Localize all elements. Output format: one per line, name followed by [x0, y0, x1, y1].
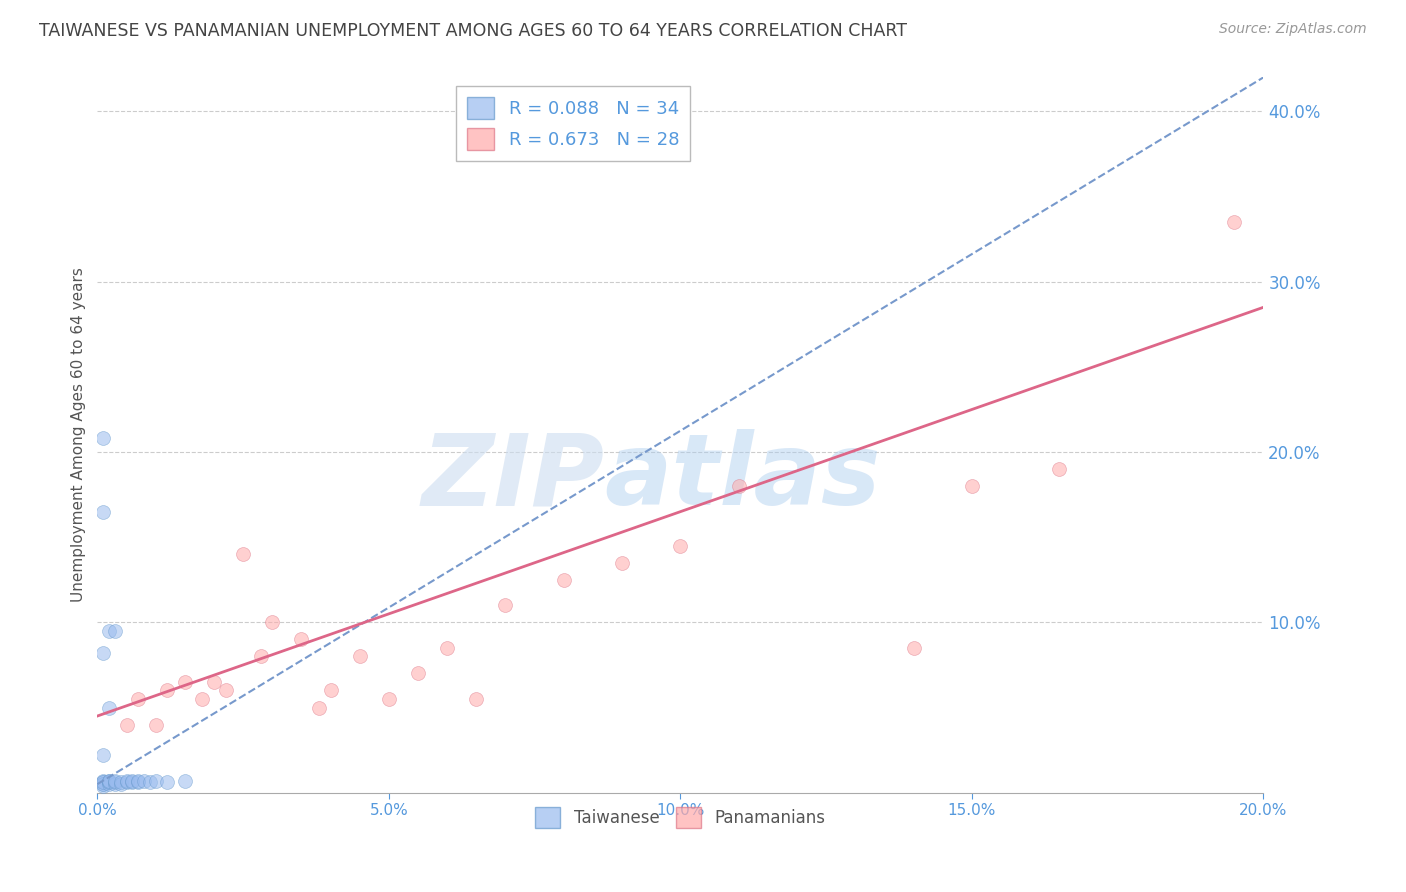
- Text: Source: ZipAtlas.com: Source: ZipAtlas.com: [1219, 22, 1367, 37]
- Text: TAIWANESE VS PANAMANIAN UNEMPLOYMENT AMONG AGES 60 TO 64 YEARS CORRELATION CHART: TAIWANESE VS PANAMANIAN UNEMPLOYMENT AMO…: [39, 22, 907, 40]
- Point: [104, 624, 127, 638]
- Point: [98, 700, 121, 714]
- Point: [290, 632, 312, 647]
- Point: [127, 775, 149, 789]
- Point: [104, 775, 127, 789]
- Point: [1223, 215, 1246, 229]
- Point: [132, 773, 155, 788]
- Point: [127, 692, 149, 706]
- Point: [98, 775, 121, 789]
- Point: [727, 479, 749, 493]
- Point: [156, 775, 179, 789]
- Point: [91, 773, 114, 788]
- Point: [145, 717, 167, 731]
- Text: atlas: atlas: [605, 429, 882, 526]
- Point: [349, 649, 371, 664]
- Point: [121, 773, 143, 788]
- Point: [110, 775, 132, 789]
- Point: [1047, 462, 1070, 476]
- Point: [98, 775, 121, 789]
- Point: [610, 556, 633, 570]
- Point: [104, 773, 127, 788]
- Point: [91, 748, 114, 763]
- Point: [91, 775, 114, 789]
- Point: [91, 775, 114, 789]
- Legend: Taiwanese, Panamanians: Taiwanese, Panamanians: [529, 801, 832, 834]
- Point: [173, 773, 195, 788]
- Y-axis label: Unemployment Among Ages 60 to 64 years: Unemployment Among Ages 60 to 64 years: [72, 268, 86, 602]
- Point: [127, 773, 149, 788]
- Point: [903, 640, 925, 655]
- Point: [436, 640, 458, 655]
- Point: [115, 773, 138, 788]
- Point: [262, 615, 284, 630]
- Point: [98, 624, 121, 638]
- Point: [378, 692, 401, 706]
- Point: [202, 675, 225, 690]
- Point: [91, 432, 114, 446]
- Point: [98, 773, 121, 788]
- Point: [139, 775, 162, 789]
- Point: [669, 539, 692, 553]
- Point: [145, 773, 167, 788]
- Point: [91, 777, 114, 791]
- Point: [494, 599, 516, 613]
- Point: [98, 773, 121, 788]
- Point: [115, 717, 138, 731]
- Point: [91, 505, 114, 519]
- Point: [173, 675, 195, 690]
- Point: [121, 775, 143, 789]
- Point: [214, 683, 236, 698]
- Point: [319, 683, 342, 698]
- Point: [91, 646, 114, 660]
- Point: [553, 573, 575, 587]
- Point: [115, 775, 138, 789]
- Point: [232, 547, 254, 561]
- Point: [960, 479, 983, 493]
- Point: [465, 692, 488, 706]
- Point: [104, 777, 127, 791]
- Point: [308, 700, 330, 714]
- Point: [110, 777, 132, 791]
- Point: [249, 649, 271, 664]
- Text: ZIP: ZIP: [422, 429, 605, 526]
- Point: [156, 683, 179, 698]
- Point: [406, 666, 429, 681]
- Point: [91, 779, 114, 793]
- Point: [98, 777, 121, 791]
- Point: [191, 692, 214, 706]
- Point: [91, 777, 114, 791]
